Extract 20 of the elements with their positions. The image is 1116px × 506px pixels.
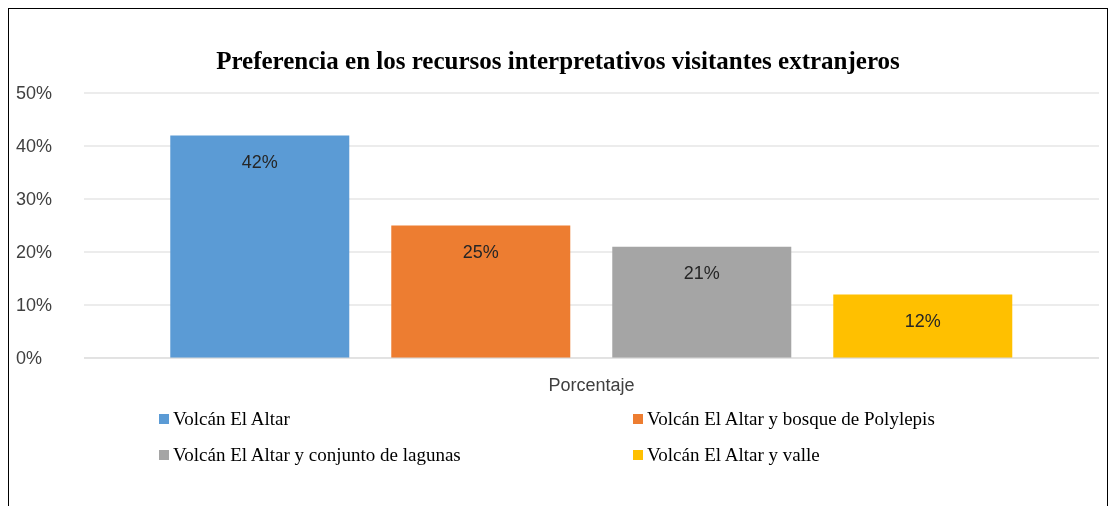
y-tick-label: 50% [16,83,53,104]
data-label: 42% [241,152,278,173]
y-tick-label: 40% [16,136,53,157]
data-label: 25% [462,242,499,263]
legend-label: Volcán El Altar [173,408,290,430]
y-tick-label: 20% [16,242,53,263]
y-tick-label: 10% [16,295,53,316]
legend-label: Volcán El Altar y bosque de Polylepis [647,408,935,430]
legend-label: Volcán El Altar y conjunto de lagunas [173,444,461,466]
bar [833,294,1013,358]
y-tick-label: 30% [16,189,53,210]
y-tick-label: 0% [16,348,43,369]
legend-label: Volcán El Altar y valle [647,444,820,466]
x-tick-label: Porcentaje [548,374,635,395]
data-label: 12% [904,311,941,332]
bar [170,135,350,358]
bar [391,225,571,358]
chart-title: Preferencia en los recursos interpretativos visitantes extranjeros [215,46,901,76]
bar [612,246,792,358]
data-label: 21% [683,263,720,284]
